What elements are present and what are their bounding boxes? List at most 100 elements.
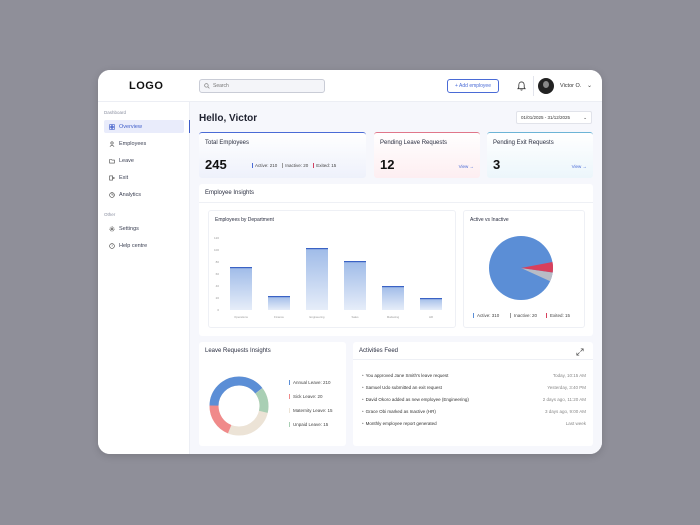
stat-title: Total Employees (205, 140, 250, 146)
pie-chart (489, 236, 554, 300)
list-item[interactable]: • David Okoro added as new employee (Engi… (362, 397, 586, 402)
activity-time: 3 days ago, 9:00 AM (544, 409, 586, 414)
sidebar: Dashboard Overview Employees Leave Exit … (98, 102, 190, 454)
legend-exited: Exited: 15 (546, 313, 570, 318)
svg-text:HR: HR (429, 315, 433, 319)
sidebar-item-label: Exit (119, 174, 129, 181)
list-item[interactable]: • Grace Obi marked as Inactive (HR) 3 day… (362, 409, 586, 414)
bullet-icon: • (362, 421, 364, 426)
search-icon (204, 83, 210, 89)
help-icon: ? (109, 242, 115, 249)
stat-value: 12 (380, 157, 395, 172)
svg-text:80: 80 (216, 260, 220, 264)
activity-time: Last week (565, 421, 586, 426)
expand-icon[interactable] (576, 348, 584, 356)
sidebar-item-employees[interactable]: Employees (104, 137, 184, 150)
app-window: LOGO + Add employee Victor O. ⌄ Dashboar… (98, 70, 602, 454)
folder-icon (109, 158, 115, 163)
activity-text: You approved Jane Smith's leave request (365, 373, 449, 378)
legend-active: Active: 310 (473, 313, 499, 318)
employee-insights-card: Employee Insights Employees by Departmen… (199, 184, 593, 336)
topbar-divider (533, 76, 534, 96)
date-range-value: 01/01/2025 - 31/12/2025 (521, 115, 571, 120)
pending-leave-card: Pending Leave Requests 12 View → (374, 132, 480, 178)
svg-text:40: 40 (216, 284, 220, 288)
sidebar-item-label: Employees (119, 140, 147, 147)
sidebar-item-overview[interactable]: Overview (104, 120, 190, 133)
chart-title: Active vs Inactive (470, 217, 509, 223)
activity-time: Today, 10:15 AM (552, 373, 586, 378)
sidebar-item-label: Analytics (119, 191, 142, 198)
divider (353, 359, 593, 360)
svg-text:Engineering: Engineering (310, 315, 325, 319)
bullet-icon: • (362, 397, 364, 402)
section-title: Activities Feed (359, 348, 399, 354)
search-input[interactable] (213, 83, 313, 89)
sidebar-item-label: Leave (119, 157, 134, 164)
sidebar-item-leave[interactable]: Leave (104, 154, 184, 167)
stat-title: Pending Leave Requests (380, 140, 448, 146)
svg-text:120: 120 (214, 236, 219, 240)
section-title: Leave Requests Insights (205, 348, 271, 354)
add-employee-button[interactable]: + Add employee (447, 79, 499, 93)
svg-text:?: ? (111, 244, 113, 248)
user-icon (109, 140, 115, 147)
legend-sick-leave: Sick Leave: 20 (289, 394, 323, 399)
svg-text:Marketing: Marketing (387, 315, 400, 319)
sidebar-item-settings[interactable]: Settings (104, 222, 184, 235)
stat-breakdown: Active: 210 Inactive: 20 Exited: 15 (252, 163, 336, 168)
add-employee-label: + Add employee (455, 83, 491, 89)
search-box[interactable] (199, 79, 325, 93)
chevron-down-icon: ⌄ (583, 114, 587, 120)
svg-text:20: 20 (216, 296, 220, 300)
chevron-down-icon[interactable]: ⌄ (587, 83, 593, 89)
main-content: Hello, Victor 01/01/2025 - 31/12/2025 ⌄ … (190, 102, 602, 454)
notification-bell-icon[interactable] (517, 81, 526, 91)
grid-icon (109, 123, 115, 130)
exited-count: Exited: 15 (313, 163, 336, 168)
leave-insights-card: Leave Requests Insights Annual Leave: 21… (199, 342, 346, 446)
user-name[interactable]: Victor O. (560, 83, 582, 89)
avatar[interactable] (538, 78, 554, 94)
legend-inactive: Inactive: 20 (510, 313, 537, 318)
divider (199, 202, 593, 203)
sidebar-item-exit[interactable]: Exit (104, 171, 184, 184)
sidebar-item-help-centre[interactable]: ? Help centre (104, 239, 184, 252)
svg-text:Sales: Sales (352, 315, 360, 319)
bullet-icon: • (362, 373, 364, 378)
activity-time: Yesterday, 3:40 PM (547, 385, 586, 390)
list-item[interactable]: • Monthly employee report generated Last … (362, 421, 586, 426)
page-title: Hello, Victor (199, 113, 258, 124)
donut-chart (209, 376, 269, 436)
svg-text:100: 100 (214, 248, 219, 252)
activity-time: 2 days ago, 11:20 AM (542, 397, 586, 402)
exit-icon (109, 175, 115, 180)
pending-exit-card: Pending Exit Requests 3 View → (487, 132, 593, 178)
logo: LOGO (129, 80, 164, 92)
pie-chart-card: Active vs Inactive Active: 310 Inactive:… (463, 210, 585, 328)
list-item[interactable]: • Samuel Udo submitted an exit request Ye… (362, 385, 586, 390)
date-range-picker[interactable]: 01/01/2025 - 31/12/2025 ⌄ (516, 111, 592, 124)
svg-text:Finance: Finance (274, 315, 284, 319)
sidebar-item-label: Overview (119, 123, 142, 130)
stat-value: 245 (205, 157, 227, 172)
gear-icon (109, 226, 115, 231)
sidebar-item-analytics[interactable]: Analytics (104, 188, 184, 201)
activity-text: Grace Obi marked as Inactive (HR) (365, 409, 436, 414)
chart-title: Employees by Department (215, 217, 274, 223)
stat-title: Pending Exit Requests (493, 140, 554, 146)
top-bar: LOGO + Add employee Victor O. ⌄ (98, 70, 602, 102)
svg-text:60: 60 (216, 272, 220, 276)
view-exit-link[interactable]: View → (571, 164, 587, 169)
active-count: Active: 210 (252, 163, 277, 168)
activity-text: David Okoro added as new employee (Engin… (365, 397, 469, 402)
sidebar-section-dashboard: Dashboard (104, 110, 127, 115)
total-employees-card: Total Employees 245 Active: 210 Inactive… (199, 132, 366, 178)
view-leave-link[interactable]: View → (458, 164, 474, 169)
activities-feed-card: Activities Feed • You approved Jane Smith… (353, 342, 593, 446)
activity-text: Monthly employee report generated (365, 421, 437, 426)
activity-text: Samuel Udo submitted an exit request (365, 385, 442, 390)
list-item[interactable]: • You approved Jane Smith's leave request… (362, 373, 586, 378)
sidebar-item-label: Help centre (119, 242, 148, 249)
bar-chart: 0 20 40 60 80 100 120 (214, 236, 442, 319)
